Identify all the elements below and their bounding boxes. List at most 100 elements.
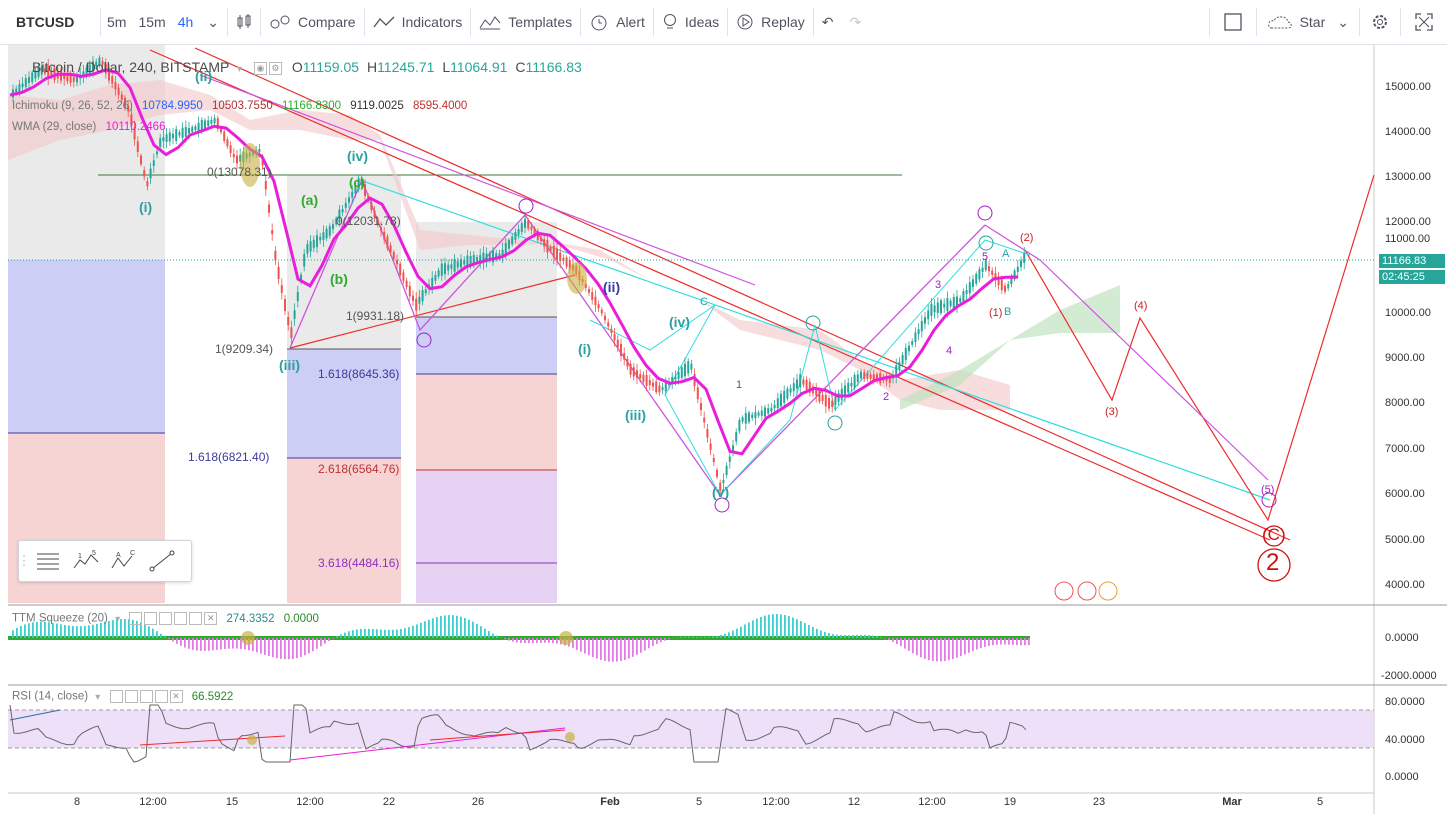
- ttm-bar: [260, 638, 262, 654]
- star-button[interactable]: Star ⌄: [1257, 0, 1359, 44]
- trendline-tool-button[interactable]: [143, 542, 181, 580]
- ttm-bar: [140, 622, 142, 638]
- toolbar-divider: [227, 8, 228, 36]
- candle-body: [220, 127, 222, 133]
- close-icon[interactable]: ✕: [169, 690, 183, 703]
- fib-label: 2.618(6564.76): [318, 462, 400, 476]
- wave-label: A: [1002, 248, 1010, 260]
- ttm-bar: [264, 638, 266, 655]
- undo-button[interactable]: ↶: [814, 0, 842, 44]
- templates-icon: [479, 16, 501, 30]
- compare-button[interactable]: Compare: [261, 0, 364, 44]
- wma-legend[interactable]: WMA (29, close) 10110.2466: [12, 121, 165, 133]
- indicators-button[interactable]: Indicators: [365, 0, 471, 44]
- chevron-down-icon[interactable]: ▾: [115, 613, 121, 625]
- candle-body: [453, 259, 456, 272]
- arrow-down-icon[interactable]: [189, 612, 203, 625]
- eye-icon[interactable]: [109, 690, 123, 703]
- series-legend[interactable]: Bitcoin / Dollar, 240, BITSTAMP ▾ ◉ ⚙ O11…: [32, 59, 582, 75]
- arrow-up-icon[interactable]: [174, 612, 188, 625]
- candle-body: [981, 267, 984, 272]
- eye-icon[interactable]: [129, 612, 143, 625]
- arrow-up-icon[interactable]: [139, 690, 153, 703]
- timeframe-5m[interactable]: 5m: [107, 14, 127, 30]
- eye-icon[interactable]: ◉: [253, 61, 267, 75]
- chevron-down-icon[interactable]: ▾: [95, 691, 101, 703]
- ideas-button[interactable]: Ideas: [654, 0, 727, 44]
- wave-label: (iii): [279, 357, 300, 373]
- candle-body: [204, 120, 206, 129]
- wave-label: (i): [139, 199, 153, 215]
- chart-canvas[interactable]: [0, 45, 1447, 814]
- candle-body: [418, 296, 421, 304]
- redo-button[interactable]: ↷: [841, 0, 869, 44]
- ttm-bar: [1000, 638, 1002, 645]
- timeframe-15m[interactable]: 15m: [138, 14, 166, 30]
- ttm-bar: [636, 638, 638, 655]
- wave-C-circle-cyan: [978, 235, 994, 251]
- settings-icon[interactable]: ⚙: [268, 61, 282, 75]
- ttm-bar: [984, 638, 986, 647]
- candle-body: [66, 73, 69, 82]
- ttm-bar: [872, 635, 874, 638]
- rsi-legend[interactable]: RSI (14, close) ▾ ✕ 66.5922: [12, 690, 233, 703]
- candle-body: [924, 317, 926, 324]
- replay-button[interactable]: Replay: [728, 0, 813, 44]
- timeframe-dropdown[interactable]: ⌄: [199, 0, 227, 44]
- ohlc-high-value: 11245.71: [377, 59, 435, 75]
- ttm-bar: [612, 638, 614, 662]
- ohlc-close-value: 11166.83: [525, 59, 582, 75]
- timeframe-4h[interactable]: 4h: [177, 14, 194, 30]
- ttm-value: 274.3352: [226, 612, 275, 625]
- candle-body: [792, 383, 795, 392]
- ttm-bar: [916, 638, 918, 656]
- layout-button[interactable]: [1210, 0, 1256, 44]
- arrow-down-icon[interactable]: [154, 690, 168, 703]
- fib-tool-button[interactable]: [29, 542, 67, 580]
- ttm-bar: [844, 635, 846, 638]
- wave-label: (iv): [669, 314, 690, 330]
- candle-body: [568, 260, 571, 270]
- candle-body: [130, 114, 133, 126]
- wave-label: (c): [349, 175, 365, 190]
- candle-body: [789, 388, 792, 393]
- ttm-bar: [920, 638, 922, 658]
- source-icon[interactable]: [159, 612, 173, 625]
- fullscreen-button[interactable]: [1401, 0, 1447, 44]
- ttm-bar: [512, 638, 514, 642]
- candle-body: [639, 374, 642, 379]
- wave-label: (a): [301, 192, 319, 208]
- candle-body: [389, 245, 392, 253]
- ttm-bar: [884, 638, 886, 639]
- wave-label: (4): [1134, 300, 1148, 312]
- settings-icon[interactable]: [124, 690, 138, 703]
- ttm-bar: [376, 629, 378, 638]
- ttm-bar: [24, 624, 26, 638]
- templates-button[interactable]: Templates: [471, 0, 580, 44]
- symbol-search[interactable]: BTCUSD: [16, 14, 75, 30]
- ttm-bar: [716, 635, 718, 638]
- ttm-legend[interactable]: TTM Squeeze (20) ▾ ✕ 274.3352 0.0000: [12, 612, 319, 625]
- settings-button[interactable]: [1360, 0, 1400, 44]
- candle-body: [402, 272, 405, 281]
- candle-body: [95, 61, 98, 67]
- ichimoku-legend[interactable]: Ichimoku (9, 26, 52, 26) 10784.9950 1050…: [12, 100, 467, 112]
- star-cloud-icon: [1267, 16, 1292, 29]
- rsi-line: [9, 704, 1027, 763]
- ttm-bar: [80, 626, 82, 638]
- chart-type-button[interactable]: [228, 0, 260, 44]
- settings-icon[interactable]: [144, 612, 158, 625]
- ichimoku-value: 9119.0025: [350, 100, 404, 112]
- candle-body: [412, 295, 414, 301]
- chevron-down-icon[interactable]: ▾: [237, 64, 243, 75]
- ttm-bar: [836, 634, 838, 638]
- ttm-bar: [216, 638, 218, 650]
- ttm-bar: [756, 618, 758, 638]
- ttm-bar: [180, 638, 182, 646]
- drag-handle-icon[interactable]: ⋮: [17, 553, 31, 568]
- alert-button[interactable]: Alert: [581, 0, 653, 44]
- candle-body: [504, 243, 507, 255]
- close-icon[interactable]: ✕: [204, 612, 218, 625]
